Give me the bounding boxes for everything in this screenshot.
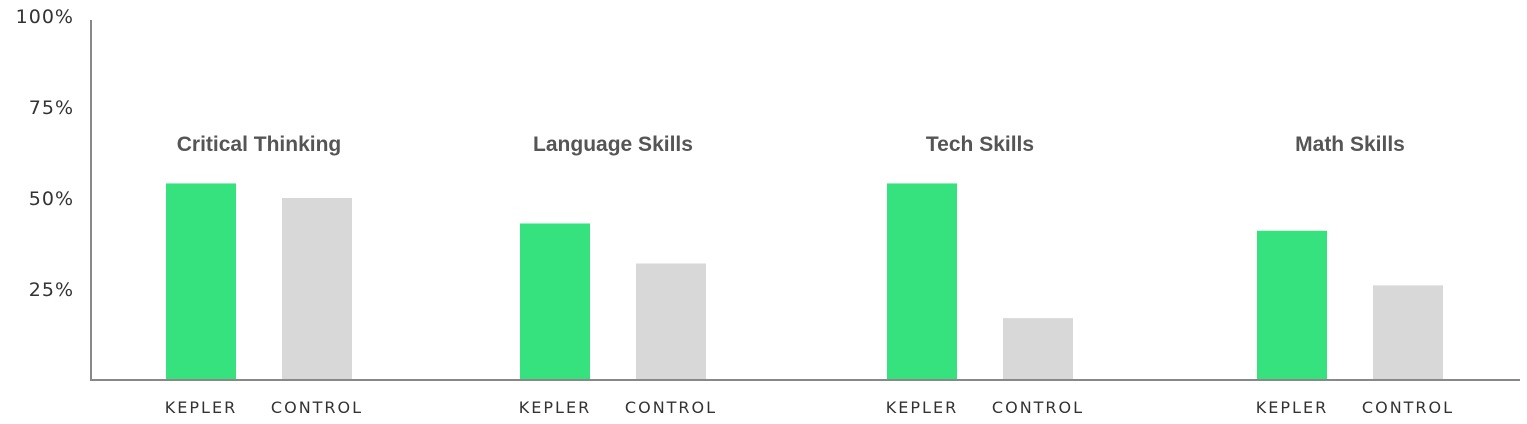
bar-kepler [520,223,590,380]
bars [166,183,1443,380]
series-label-control: CONTROL [992,398,1084,417]
bar-kepler [1257,230,1327,380]
y-tick-label: 25% [29,279,74,301]
y-tick-label: 75% [29,97,74,119]
series-labels: KEPLER CONTROL KEPLER CONTROL KEPLER CONTROL K… [165,398,1454,417]
category-title: Math Skills [1295,133,1405,156]
series-label-kepler: KEPLER [165,398,237,417]
series-label-kepler: KEPLER [886,398,958,417]
series-label-control: CONTROL [625,398,717,417]
y-tick-label: 50% [29,188,74,210]
series-label-control: CONTROL [271,398,363,417]
bar-control [1373,285,1443,380]
category-title: Critical Thinking [177,133,342,156]
bar-kepler [166,183,236,380]
y-axis-ticks: 25% 50% 75% 100% [16,6,74,301]
axes [90,20,1520,381]
category-title: Language Skills [533,133,693,156]
bar-control [282,198,352,380]
y-tick-label: 100% [16,6,74,28]
category-title: Tech Skills [926,133,1034,156]
category-titles: Critical Thinking Language Skills Tech Ski… [177,133,1405,156]
bar-kepler [887,183,957,380]
series-label-kepler: KEPLER [1256,398,1328,417]
bar-control [1003,318,1073,380]
bar-control [636,263,706,380]
series-label-control: CONTROL [1362,398,1454,417]
series-label-kepler: KEPLER [519,398,591,417]
